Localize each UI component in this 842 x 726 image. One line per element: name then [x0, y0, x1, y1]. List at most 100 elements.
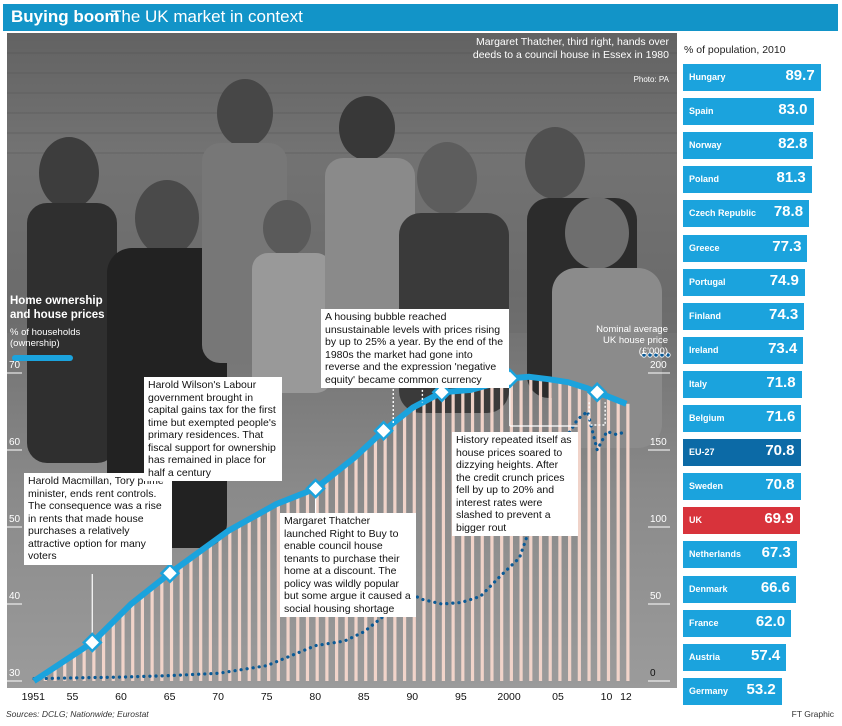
bar-value: 83.0	[778, 101, 808, 119]
area-stripe	[169, 573, 174, 681]
annotation-thatcher: Margaret Thatcher launched Right to Buy …	[280, 513, 416, 617]
bubble-bracket	[392, 386, 424, 424]
area-stripe	[247, 520, 251, 681]
right-axis-label: Nominal average UK house price (£'000)	[596, 324, 668, 357]
x-tick-label: 05	[552, 691, 564, 703]
right-tick-label: 0	[650, 668, 656, 679]
bar-label: UK	[689, 515, 702, 526]
bar-label: Denmark	[689, 583, 728, 594]
area-stripe	[82, 648, 86, 681]
annotation-bubble: A housing bubble reached unsustainable l…	[321, 309, 509, 388]
x-tick-label: 1951	[21, 691, 45, 703]
area-stripe	[228, 530, 232, 681]
bar-sweden: Sweden 70.8	[683, 473, 801, 501]
area-stripe	[587, 388, 591, 681]
ownership-marker	[431, 381, 453, 403]
bar-germany: Germany 53.2	[683, 677, 782, 705]
bar-label: Norway	[689, 140, 722, 151]
x-tick-label: 85	[357, 691, 370, 703]
bar-value: 69.9	[764, 510, 794, 528]
bar-label: Belgium	[689, 413, 725, 423]
x-tick-label: 90	[406, 691, 419, 703]
bar-hungary: Hungary 89.7	[683, 64, 821, 91]
left-tick-label: 70	[9, 360, 21, 371]
area-stripe	[606, 396, 611, 681]
area-stripe	[121, 613, 125, 681]
x-tick-label: 60	[115, 691, 127, 703]
bar-label: Hungary	[689, 72, 726, 82]
x-tick-label: 65	[163, 691, 176, 703]
x-tick-label: 80	[309, 691, 322, 703]
bar-poland: Poland 81.3	[683, 166, 812, 194]
area-stripe	[218, 537, 222, 681]
bar-chart-title: % of population, 2010	[684, 44, 786, 56]
right-tick-label: 150	[650, 437, 667, 448]
bar-value: 81.3	[776, 169, 806, 187]
annotation-wilson: Harold Wilson's Labour government brough…	[144, 377, 282, 481]
area-stripe	[53, 668, 57, 681]
bar-greece: Greece 77.3	[683, 234, 808, 262]
bar-label: Czech Republic	[689, 208, 757, 219]
bar-label: Ireland	[689, 344, 719, 355]
area-stripe	[422, 402, 426, 681]
area-stripe	[92, 642, 96, 681]
bar-finland: Finland 74.3	[683, 302, 805, 330]
chart-subtitle: The UK market in context	[111, 7, 303, 26]
area-stripe	[237, 525, 242, 681]
area-stripe	[111, 623, 115, 681]
price-legend-swatch	[653, 352, 659, 358]
chart-title: Buying boom	[11, 7, 120, 26]
area-stripe	[140, 596, 145, 681]
area-stripe	[160, 580, 164, 681]
price-legend-swatch	[641, 352, 647, 358]
price-legend-swatch	[665, 352, 671, 358]
area-stripe	[616, 399, 620, 681]
bar-czech-republic: Czech Republic 78.8	[683, 200, 810, 228]
bar-denmark: Denmark 66.6	[683, 575, 797, 603]
ownership-marker	[586, 381, 608, 403]
bar-portugal: Portugal 74.9	[683, 268, 805, 296]
bar-value: 77.3	[772, 237, 802, 255]
price-legend-swatch	[647, 352, 653, 358]
bar-belgium: Belgium 71.6	[683, 405, 802, 432]
area-stripe	[189, 559, 193, 681]
left-axis-ticks	[7, 372, 22, 682]
x-tick-label: 2000	[497, 691, 521, 703]
area-stripe	[267, 509, 271, 681]
area-stripe	[199, 552, 203, 681]
ownership-marker	[305, 478, 326, 499]
area-stripe	[577, 385, 581, 681]
bar-spain: Spain 83.0	[683, 98, 814, 126]
area-stripe	[432, 397, 436, 681]
bar-value: 70.8	[765, 476, 795, 494]
ownership-marker	[82, 632, 103, 653]
area-stripe	[276, 503, 280, 681]
sources-note: Sources: DCLG; Nationwide; Eurostat	[6, 709, 149, 719]
bar-france: France 62.0	[683, 609, 792, 637]
bar-label: France	[689, 617, 719, 628]
bar-value: 66.6	[760, 578, 791, 596]
bar-value: 71.8	[766, 373, 796, 391]
bar-value: 53.2	[746, 680, 776, 698]
area-stripe	[72, 655, 77, 681]
bar-value: 70.8	[765, 442, 795, 460]
area-stripe	[208, 544, 212, 681]
bar-value: 78.8	[773, 203, 804, 221]
bar-value: 71.6	[766, 408, 796, 425]
right-tick-label: 100	[650, 514, 667, 525]
area-stripe	[131, 604, 135, 681]
bar-value: 62.0	[755, 612, 786, 630]
bar-norway: Norway 82.8	[683, 132, 814, 160]
bar-ireland: Ireland 73.4	[683, 336, 804, 364]
bar-label: Portugal	[689, 276, 726, 287]
x-tick-label: 70	[212, 691, 224, 703]
x-tick-label: 75	[260, 691, 273, 703]
area-stripe	[150, 588, 154, 681]
left-tick-label: 60	[9, 437, 21, 448]
right-axis-ticks	[648, 372, 670, 682]
bar-label: Austria	[689, 651, 721, 662]
x-tick-label: 55	[66, 691, 79, 703]
ownership-marker	[159, 562, 181, 584]
bar-value: 73.4	[768, 339, 798, 357]
bar-uk: UK 69.9	[683, 507, 800, 535]
